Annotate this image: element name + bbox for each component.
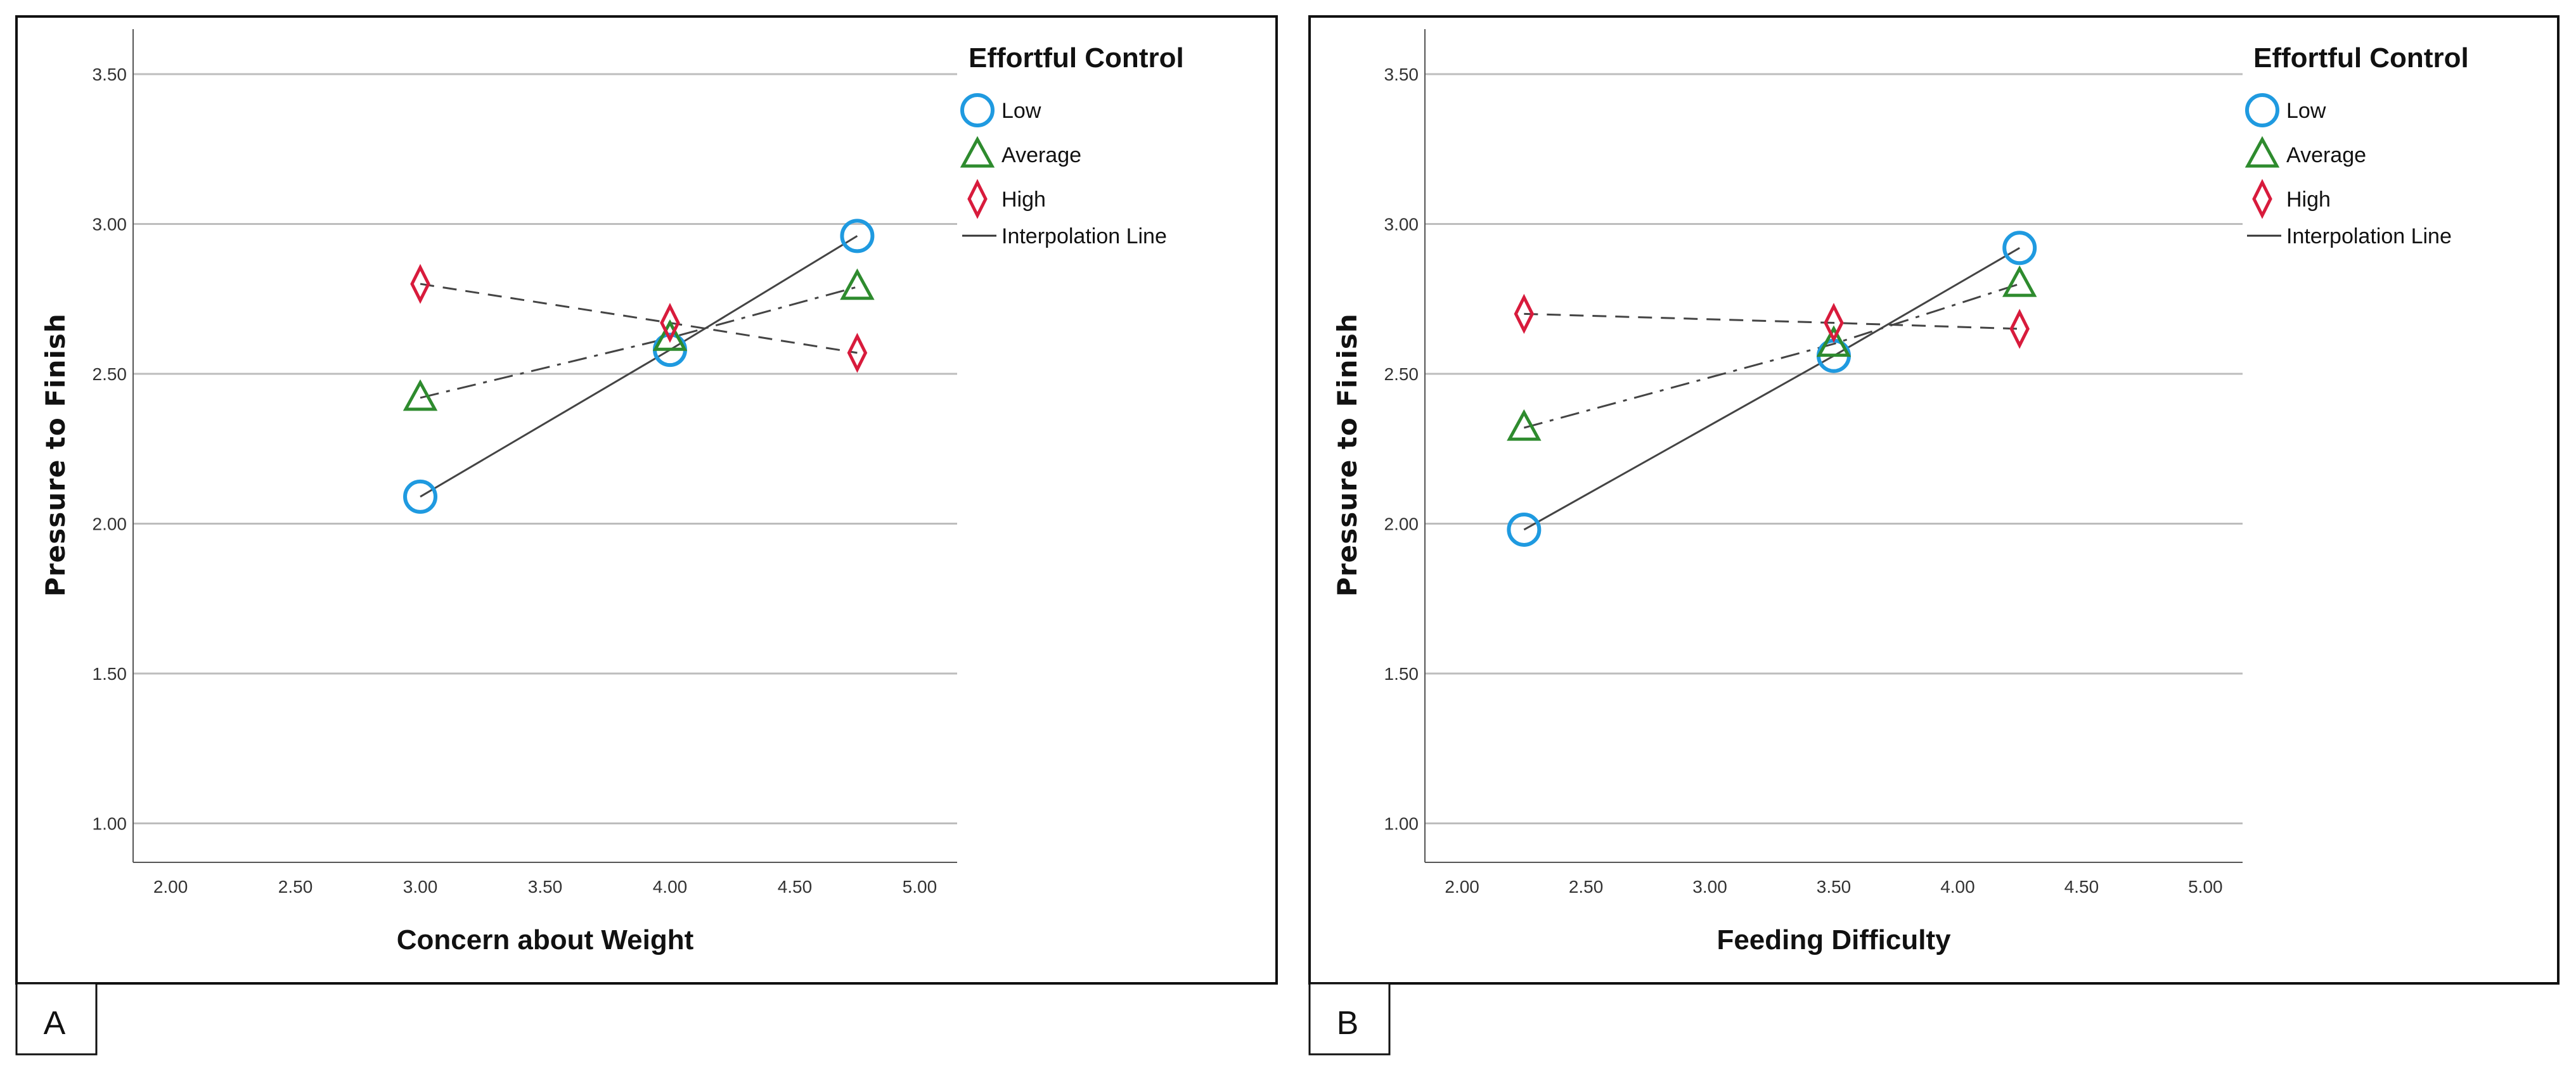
chart-panel-b: 1.00 1.50 2.00 2.50 3.00 3.50 2.00 2.50 … <box>1308 15 2560 1056</box>
panel-b-point-average <box>2002 265 2037 297</box>
panel-b-x-tick: 2.00 <box>1445 877 1479 897</box>
panel-a-legend-title: Effortful Control <box>969 42 1184 73</box>
panel-a-point-high <box>410 264 430 304</box>
panel-a-x-tick: 2.50 <box>278 877 313 897</box>
panel-b-x-tick-labels: 2.00 2.50 3.00 3.50 4.00 4.50 5.00 <box>1445 877 2222 897</box>
panel-b-x-tick: 3.00 <box>1692 877 1727 897</box>
panel-b-x-tick: 2.50 <box>1569 877 1604 897</box>
panel-a-y-tick: 1.50 <box>93 664 127 684</box>
panel-a-point-low <box>840 219 875 253</box>
panel-b-y-tick: 1.00 <box>1384 814 1419 834</box>
panel-b-legend-symbol-high <box>2252 179 2272 219</box>
panel-a-point-high <box>660 302 680 343</box>
panel-a-x-tick: 3.00 <box>403 877 438 897</box>
panel-a-y-tick: 3.50 <box>93 65 127 84</box>
panel-b-legend: Effortful Control Low Average High Inter… <box>2244 42 2469 248</box>
panel-a-y-tick: 2.50 <box>93 364 127 384</box>
panel-a-x-tick: 5.00 <box>903 877 937 897</box>
panel-b-point-high <box>1514 293 1535 334</box>
panel-a-legend: Effortful Control Low Average High Inter… <box>960 42 1184 248</box>
panel-b-point-average <box>1816 325 1852 357</box>
panel-a-legend-symbol-low <box>960 93 995 127</box>
panel-a-x-tick: 4.00 <box>653 877 688 897</box>
panel-b-legend-label-high: High <box>2286 188 2331 212</box>
panel-a-legend-symbol-high <box>967 179 988 219</box>
panel-a-series <box>402 219 875 514</box>
panel-b-legend-marker-average <box>2244 136 2280 168</box>
panel-a-tag: A <box>44 1005 66 1042</box>
panel-b-legend-label-average: Average <box>2286 143 2366 167</box>
panel-a-x-tick: 4.50 <box>778 877 813 897</box>
panel-a-point-average <box>402 379 438 411</box>
panel-b-tag-box <box>1308 982 1391 1056</box>
panel-b-line-high <box>1524 312 2020 330</box>
panel-b-y-tick: 1.50 <box>1384 664 1419 684</box>
panel-b-point-high <box>2009 309 2030 349</box>
panel-b-y-tick: 3.50 <box>1384 65 1419 84</box>
chart-panel-a: 1.00 1.50 2.00 2.50 3.00 3.50 2.00 2.50 … <box>15 15 1278 1056</box>
panel-b-point-high <box>1824 302 1844 343</box>
panel-a-y-tick-labels: 1.00 1.50 2.00 2.50 3.00 3.50 <box>93 65 127 834</box>
panel-b-y-tick: 3.00 <box>1384 214 1419 234</box>
panel-b-legend-title: Effortful Control <box>2253 42 2469 73</box>
panel-a-y-axis-title: Pressure to Finish <box>40 313 71 597</box>
panel-b-legend-symbol-average <box>2244 136 2280 168</box>
panel-a-point-high <box>847 333 868 373</box>
panel-b-x-axis-title: Feeding Difficulty <box>1716 924 1951 955</box>
panel-b-x-tick: 3.50 <box>1817 877 1852 897</box>
panel-a-x-tick-labels: 2.00 2.50 3.00 3.50 4.00 4.50 5.00 <box>153 877 937 897</box>
panel-a-y-tick: 2.00 <box>93 514 127 534</box>
panel-b-gridlines <box>1425 73 2243 825</box>
panel-a-legend-label-high: High <box>1001 188 1046 212</box>
panel-b-y-tick: 2.00 <box>1384 514 1419 534</box>
panel-b-y-tick: 2.50 <box>1384 364 1419 384</box>
panel-b-y-axis-title: Pressure to Finish <box>1332 313 1363 597</box>
panel-a-legend-label-average: Average <box>1001 143 1081 167</box>
panel-b-line-average <box>1523 283 2020 429</box>
panel-a-legend-marker-low <box>960 93 995 127</box>
panel-b-point-average <box>1507 409 1542 441</box>
panel-a-x-tick: 3.50 <box>528 877 563 897</box>
panel-b-point-low <box>1507 512 1542 547</box>
panel-b-legend-symbol-low <box>2245 93 2279 127</box>
panel-a-y-tick: 3.00 <box>93 214 127 234</box>
panel-a-x-axis-title: Concern about Weight <box>397 924 694 955</box>
panel-a-legend-marker-high <box>967 179 988 219</box>
panel-b-y-tick-labels: 1.00 1.50 2.00 2.50 3.00 3.50 <box>1384 65 1419 834</box>
panel-b-tag: B <box>1337 1005 1359 1042</box>
panel-a-plot-area <box>133 29 957 862</box>
panel-b-point-low <box>2002 231 2037 265</box>
panel-b-x-tick: 4.00 <box>1940 877 1975 897</box>
panel-a-legend-symbol-average <box>960 136 995 168</box>
panel-a-point-average <box>840 268 875 300</box>
panel-a-y-tick: 1.00 <box>93 814 127 834</box>
panel-a-legend-label-interpolation: Interpolation Line <box>1001 224 1167 248</box>
panel-a-point-low <box>403 479 438 514</box>
panel-b-plot-area <box>1425 29 2243 862</box>
panel-a-legend-marker-average <box>960 136 995 168</box>
panel-a-tag-box <box>15 982 98 1056</box>
panel-b-x-tick: 5.00 <box>2188 877 2223 897</box>
panel-a-x-tick: 2.00 <box>153 877 188 897</box>
panel-b-legend-marker-low <box>2245 93 2279 127</box>
panel-b-x-tick: 4.50 <box>2064 877 2099 897</box>
panel-b-legend-marker-high <box>2252 179 2272 219</box>
panel-b-legend-label-low: Low <box>2286 99 2326 123</box>
panel-a-point-average <box>652 319 688 351</box>
panel-a-legend-label-low: Low <box>1001 99 1041 123</box>
panel-b-legend-label-interpolation: Interpolation Line <box>2286 224 2452 248</box>
panel-b-series <box>1507 231 2037 547</box>
panel-a-gridlines <box>133 73 957 825</box>
